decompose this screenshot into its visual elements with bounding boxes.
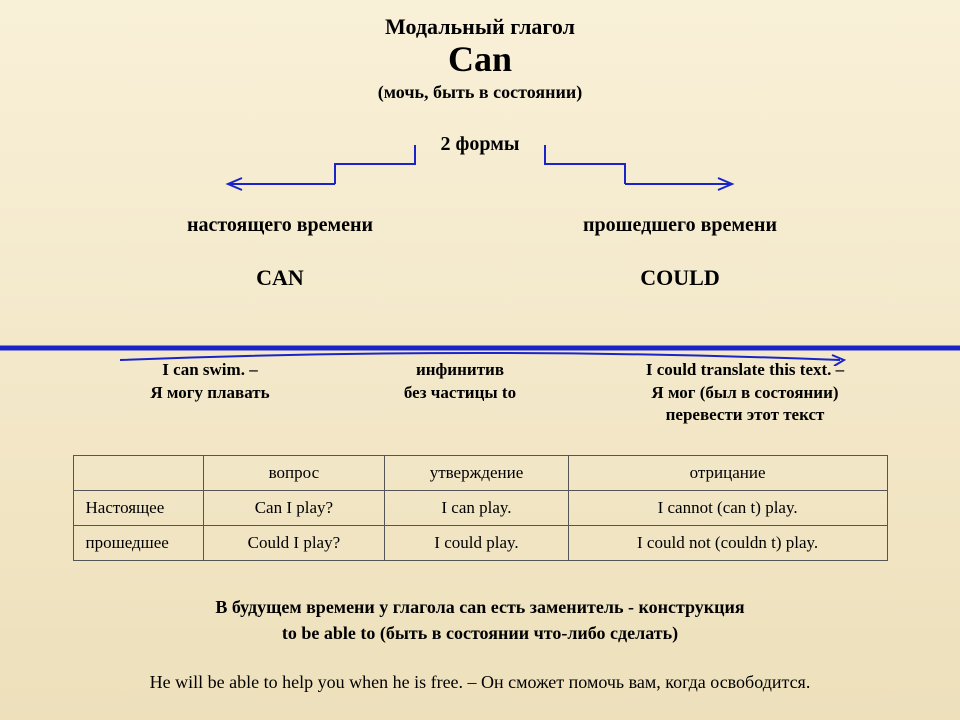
header-affirm: утверждение — [385, 456, 568, 491]
forms-bracket-icon — [0, 142, 960, 212]
table-row: Настоящее Can I play? I can play. I cann… — [73, 491, 887, 526]
row-tense: Настоящее — [73, 491, 203, 526]
present-col: настоящего времени CAN — [120, 214, 440, 291]
past-label: прошедшего времени — [520, 214, 840, 237]
ex-left-l2: Я могу плавать — [100, 382, 320, 405]
examples-row: I can swim. – Я могу плавать инфинитив б… — [0, 359, 960, 428]
header-question: вопрос — [203, 456, 385, 491]
table-row: прошедшее Could I play? I could play. I … — [73, 526, 887, 561]
ex-mid-l2: без частицы to — [350, 382, 570, 405]
infinitive-note: инфинитив без частицы to — [350, 359, 570, 428]
tense-row: настоящего времени CAN прошедшего времен… — [0, 214, 960, 291]
cell-n: I could not (couldn t) play. — [568, 526, 887, 561]
ex-right-l3: перевести этот текст — [600, 404, 890, 427]
bottom-example: He will be able to help you when he is f… — [0, 672, 960, 693]
cell-q: Can I play? — [203, 491, 385, 526]
cell-q: Could I play? — [203, 526, 385, 561]
divider-icon — [0, 336, 960, 366]
future-l2: to be able to (быть в состоянии что-либо… — [0, 621, 960, 646]
cell-a: I could play. — [385, 526, 568, 561]
title-word: Can — [0, 40, 960, 80]
row-tense: прошедшее — [73, 526, 203, 561]
past-col: прошедшего времени COULD — [520, 214, 840, 291]
table-header-row: вопрос утверждение отрицание — [73, 456, 887, 491]
future-l1: В будущем времени у глагола can есть зам… — [0, 595, 960, 620]
header-negate: отрицание — [568, 456, 887, 491]
example-past: I could translate this text. – Я мог (бы… — [600, 359, 890, 428]
past-word: COULD — [520, 265, 840, 291]
future-note: В будущем времени у глагола can есть зам… — [0, 595, 960, 645]
present-label: настоящего времени — [120, 214, 440, 237]
table-blank — [73, 456, 203, 491]
title-line1: Модальный глагол — [0, 14, 960, 40]
cell-n: I cannot (can t) play. — [568, 491, 887, 526]
title-block: Модальный глагол Can (мочь, быть в состо… — [0, 0, 960, 156]
present-word: CAN — [120, 265, 440, 291]
cell-a: I can play. — [385, 491, 568, 526]
title-sub: (мочь, быть в состоянии) — [0, 82, 960, 103]
conjugation-table: вопрос утверждение отрицание Настоящее C… — [73, 455, 888, 561]
ex-right-l2: Я мог (был в состоянии) — [600, 382, 890, 405]
example-present: I can swim. – Я могу плавать — [100, 359, 320, 428]
